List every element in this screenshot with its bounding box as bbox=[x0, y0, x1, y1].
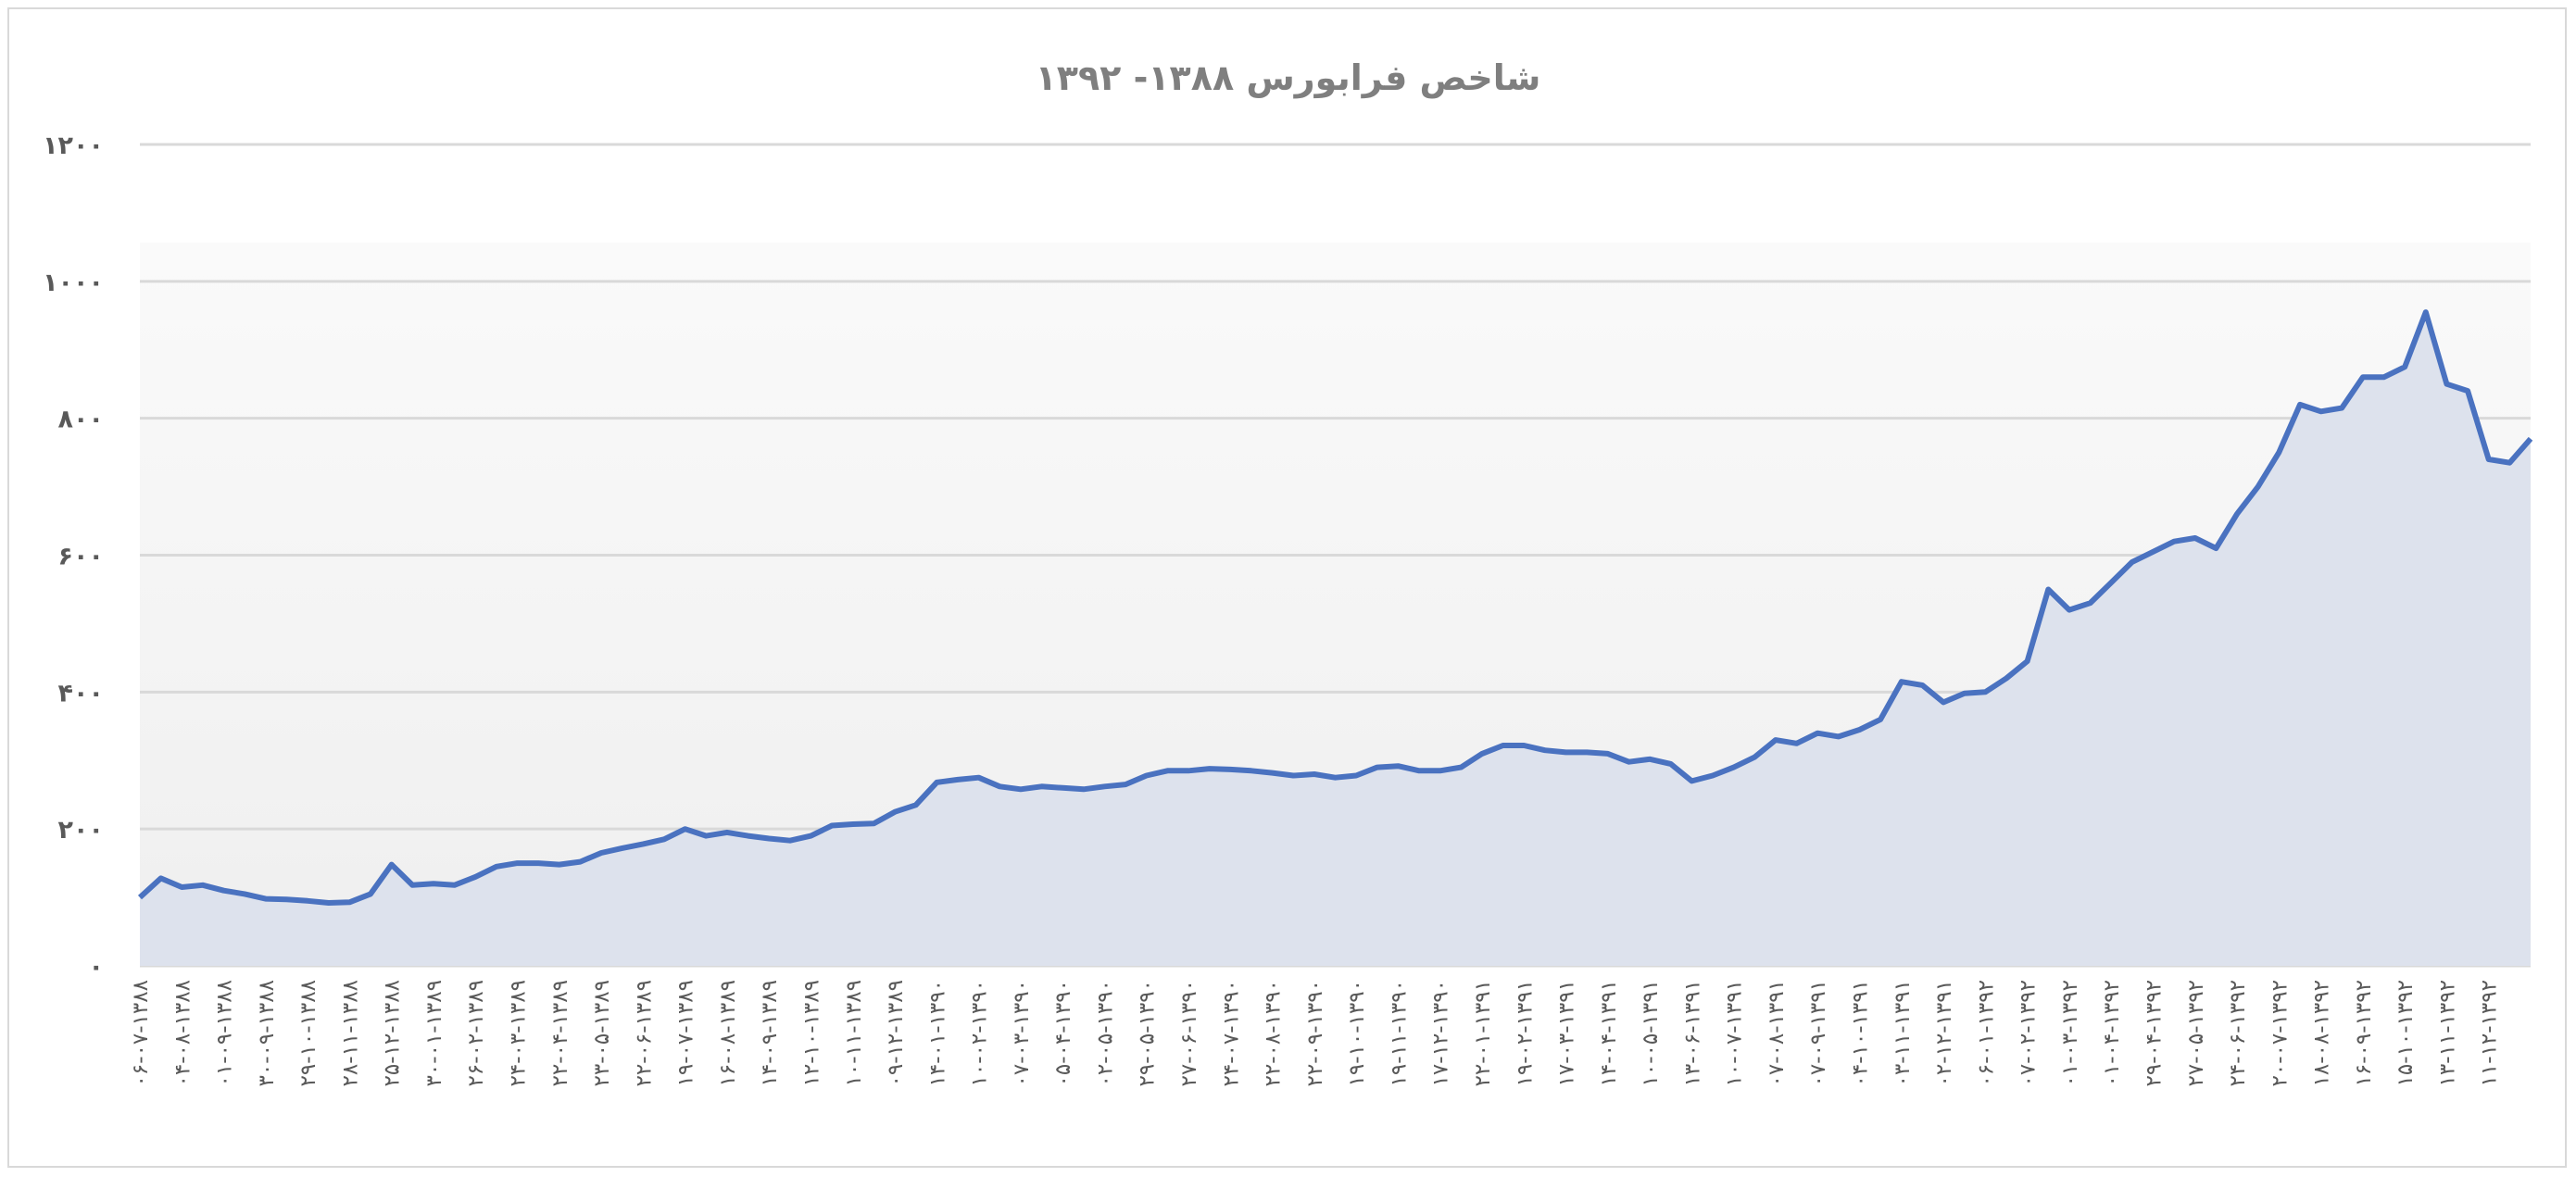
x-tick-label: ۲۴-۰۳-۱۳۸۹ bbox=[507, 980, 531, 1086]
x-tick-label: ۱۴-۰۱-۱۳۹۰ bbox=[925, 980, 949, 1086]
x-tick-label: ۱۹-۱۱-۱۳۹۰ bbox=[1387, 980, 1411, 1086]
x-tick-label: ۱۰-۰۲-۱۳۹۰ bbox=[968, 980, 992, 1086]
x-tick-label: ۰۶-۰۱-۱۳۹۲ bbox=[1974, 980, 1998, 1086]
x-tick-label: ۲۴-۰۶-۱۳۹۲ bbox=[2226, 980, 2250, 1086]
x-tick-label: ۱۹-۰۲-۱۳۹۱ bbox=[1513, 980, 1537, 1086]
x-tick-label: ۱۱-۱۲-۱۳۹۲ bbox=[2478, 980, 2502, 1086]
x-tick-label: ۰۵-۰۴-۱۳۹۰ bbox=[1051, 980, 1075, 1086]
x-tick-label: ۱۷-۱۲-۱۳۹۰ bbox=[1429, 980, 1453, 1086]
x-tick-label: ۰۷-۰۲-۱۳۹۲ bbox=[2017, 980, 2041, 1086]
x-tick-label: ۲۳-۰۵-۱۳۸۹ bbox=[590, 980, 614, 1086]
y-tick-label: ۱۲۰۰ bbox=[43, 131, 104, 160]
x-tick-label: ۱۵-۱۰-۱۳۹۲ bbox=[2394, 980, 2418, 1086]
x-tick-label: ۲۹-۱۰-۱۳۸۸ bbox=[296, 980, 320, 1086]
x-tick-label: ۱۷-۰۳-۱۳۹۱ bbox=[1555, 980, 1579, 1086]
x-tick-label: ۰۱-۰۹-۱۳۸۸ bbox=[213, 980, 237, 1086]
x-tick-label: ۱۰-۰۷-۱۳۹۱ bbox=[1723, 980, 1747, 1086]
x-tick-label: ۲۲-۰۹-۱۳۹۰ bbox=[1303, 980, 1327, 1086]
x-tick-label: ۱۹-۰۷-۱۳۸۹ bbox=[674, 980, 698, 1086]
x-tick-label: ۲۲-۰۴-۱۳۸۹ bbox=[548, 980, 572, 1086]
series-line bbox=[137, 309, 2533, 906]
x-tick-label: ۰۹-۱۲-۱۳۸۹ bbox=[884, 980, 908, 1086]
x-tick-label: ۱۳-۱۱-۱۳۹۲ bbox=[2435, 980, 2459, 1086]
x-tick-label: ۱۲-۱۰-۱۳۸۹ bbox=[800, 980, 824, 1086]
x-tick-label: ۱۸-۰۸-۱۳۹۲ bbox=[2310, 980, 2334, 1086]
x-tick-label: ۰۱-۰۳-۱۳۹۲ bbox=[2058, 980, 2082, 1086]
x-tick-label: ۰۴-۰۸-۱۳۸۸ bbox=[170, 980, 195, 1086]
x-tick-label: ۲۶-۰۲-۱۳۸۹ bbox=[464, 980, 488, 1086]
x-tick-label: ۱۶-۰۹-۱۳۹۲ bbox=[2352, 980, 2376, 1086]
x-tick-label: ۲۸-۱۱-۱۳۸۸ bbox=[338, 980, 362, 1086]
x-tick-label: ۳۰-۰۱-۱۳۸۹ bbox=[422, 980, 446, 1086]
x-tick-label: ۰۷-۰۸-۱۳۹۱ bbox=[1765, 980, 1789, 1086]
x-tick-label: ۰۷-۰۹-۱۳۹۱ bbox=[1806, 980, 1830, 1086]
x-tick-label: ۲۹-۰۵-۱۳۹۰ bbox=[1136, 980, 1160, 1086]
x-tick-label: ۱۴-۰۹-۱۳۸۹ bbox=[758, 980, 782, 1086]
y-tick-label: ۰ bbox=[89, 953, 104, 982]
y-tick-label: ۶۰۰ bbox=[58, 543, 104, 571]
x-tick-label: ۲۲-۰۱-۱۳۹۱ bbox=[1471, 980, 1495, 1086]
y-tick-label: ۲۰۰ bbox=[58, 816, 104, 845]
x-tick-label: ۱۳-۰۶-۱۳۹۱ bbox=[1680, 980, 1704, 1086]
x-axis: ۰۶-۰۷-۱۳۸۸ ۰۴-۰۸-۱۳۸۸ ۰۱-۰۹-۱۳۸۸ ۳۰-۰۹-۱۳۸۸… bbox=[129, 980, 2502, 1086]
x-tick-label: ۰۷-۰۳-۱۳۹۰ bbox=[1010, 980, 1034, 1086]
x-tick-label: ۲۷-۰۶-۱۳۹۰ bbox=[1177, 980, 1201, 1086]
x-tick-label: ۱۰-۰۵-۱۳۹۱ bbox=[1639, 980, 1663, 1086]
x-tick-label: ۰۱-۰۴-۱۳۹۲ bbox=[2100, 980, 2124, 1086]
x-tick-label: ۱۶-۰۸-۱۳۸۹ bbox=[716, 980, 740, 1086]
x-tick-label: ۲۴-۰۷-۱۳۹۰ bbox=[1219, 980, 1243, 1086]
x-tick-label: ۰۲-۱۲-۱۳۹۱ bbox=[1932, 980, 1956, 1086]
x-tick-label: ۲۲-۰۶-۱۳۸۹ bbox=[632, 980, 656, 1086]
x-tick-label: ۲۹-۰۴-۱۳۹۲ bbox=[2142, 980, 2167, 1086]
x-tick-label: ۲۵-۱۲-۱۳۸۸ bbox=[381, 980, 405, 1086]
x-tick-label: ۰۲-۰۵-۱۳۹۰ bbox=[1094, 980, 1118, 1086]
series-area bbox=[140, 312, 2531, 967]
chart-title: شاخص فرابورس ۱۳۸۸- ۱۳۹۲ bbox=[1035, 57, 1541, 98]
x-tick-label: ۲۰-۰۷-۱۳۹۲ bbox=[2268, 980, 2292, 1086]
x-tick-label: ۲۲-۰۸-۱۳۹۰ bbox=[1262, 980, 1286, 1086]
x-tick-label: ۳۰-۰۹-۱۳۸۸ bbox=[255, 980, 279, 1086]
y-tick-label: ۸۰۰ bbox=[58, 406, 104, 434]
x-tick-label: ۲۷-۰۵-۱۳۹۲ bbox=[2184, 980, 2208, 1086]
y-tick-label: ۱۰۰۰ bbox=[43, 269, 104, 297]
x-tick-label: ۱۰-۱۱-۱۳۸۹ bbox=[842, 980, 866, 1086]
x-tick-label: ۰۴-۱۰-۱۳۹۱ bbox=[1849, 980, 1873, 1086]
y-tick-label: ۴۰۰ bbox=[58, 679, 104, 707]
x-tick-label: ۰۳-۱۱-۱۳۹۱ bbox=[1891, 980, 1915, 1086]
y-axis: ۰ ۲۰۰ ۴۰۰ ۶۰۰ ۸۰۰ ۱۰۰۰ ۱۲۰۰ bbox=[43, 131, 104, 982]
x-tick-label: ۱۹-۱۰-۱۳۹۰ bbox=[1345, 980, 1369, 1086]
x-tick-label: ۰۶-۰۷-۱۳۸۸ bbox=[129, 980, 153, 1086]
x-tick-label: ۱۴-۰۴-۱۳۹۱ bbox=[1597, 980, 1621, 1086]
